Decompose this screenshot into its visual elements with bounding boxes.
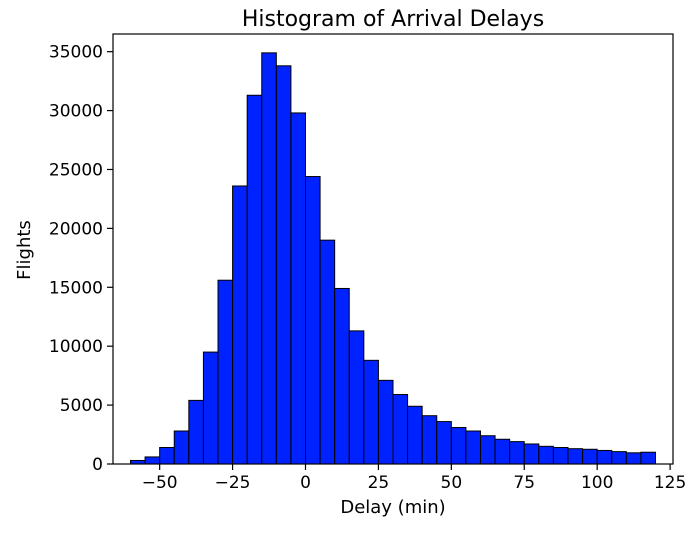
histogram-bar xyxy=(640,451,657,465)
histogram-bar xyxy=(159,447,175,465)
histogram-bar xyxy=(188,399,204,465)
histogram-bar xyxy=(275,65,292,465)
x-tick-label: −50 xyxy=(142,473,178,493)
histogram-bar xyxy=(363,359,379,465)
histogram-bar xyxy=(421,415,438,465)
y-tick-label: 35000 xyxy=(49,43,103,63)
histogram-bar xyxy=(480,435,496,465)
histogram-bar xyxy=(450,426,467,465)
histogram-bar xyxy=(348,330,365,465)
x-tick-label: −25 xyxy=(215,473,251,493)
y-axis-ticks: 0 5000 10000 15000 20000 25000 30000 35000 xyxy=(49,43,113,475)
x-axis-ticks: −50 −25 0 25 50 75 100 125 xyxy=(142,464,686,493)
histogram-bar xyxy=(436,421,452,465)
histogram-bar xyxy=(494,438,511,465)
histogram-bar xyxy=(596,449,613,465)
histogram-bar xyxy=(305,176,321,465)
histogram-bar xyxy=(202,351,219,465)
histogram-bar xyxy=(523,443,540,465)
histogram-bar xyxy=(611,451,627,465)
y-tick-label: 20000 xyxy=(49,219,103,239)
histogram-bar xyxy=(582,448,598,465)
histogram-bar xyxy=(217,279,234,465)
histogram-bar xyxy=(334,287,350,465)
chart-title: Histogram of Arrival Delays xyxy=(242,7,544,32)
x-tick-label: 100 xyxy=(581,473,613,493)
y-tick-label: 5000 xyxy=(60,396,103,416)
y-tick-label: 25000 xyxy=(49,160,103,180)
histogram-bar xyxy=(465,430,481,465)
histogram-bar xyxy=(173,430,190,465)
x-axis-label: Delay (min) xyxy=(340,497,445,518)
x-tick-label: 75 xyxy=(513,473,535,493)
y-axis-label: Flights xyxy=(14,220,35,280)
histogram-bar xyxy=(567,448,584,465)
histogram-bar xyxy=(290,112,306,465)
histogram-bar xyxy=(538,445,554,465)
histogram-bar xyxy=(407,405,423,465)
histogram-bars xyxy=(130,52,657,465)
x-tick-label: 0 xyxy=(300,473,311,493)
histogram-bar xyxy=(392,393,409,465)
y-tick-label: 30000 xyxy=(49,102,103,122)
histogram-bar xyxy=(319,239,336,465)
x-tick-label: 50 xyxy=(441,473,463,493)
histogram-bar xyxy=(509,441,525,465)
histogram-bar xyxy=(246,94,263,465)
histogram-bar xyxy=(261,52,277,465)
histogram-bar xyxy=(232,185,248,465)
y-tick-label: 0 xyxy=(92,455,103,475)
plot-area-frame xyxy=(112,33,674,465)
y-tick-label: 10000 xyxy=(49,337,103,357)
histogram-bar xyxy=(377,379,394,465)
x-tick-label: 125 xyxy=(654,473,686,493)
histogram-bar xyxy=(625,452,642,465)
histogram-bar xyxy=(552,447,569,465)
histogram-bar xyxy=(144,456,161,465)
x-tick-label: 25 xyxy=(368,473,390,493)
y-tick-label: 15000 xyxy=(49,278,103,298)
